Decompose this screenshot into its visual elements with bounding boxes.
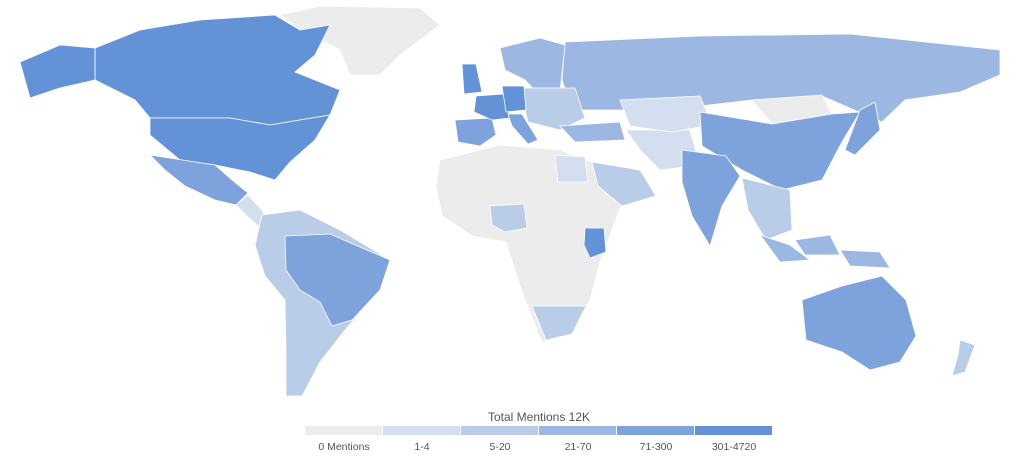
region-south-africa[interactable] — [531, 305, 587, 341]
legend-labels: 0 Mentions 1-4 5-20 21-70 71-300 301-4720 — [305, 441, 773, 453]
legend-swatch — [695, 426, 773, 435]
world-map — [19, 5, 1001, 397]
region-indonesia[interactable] — [758, 234, 891, 269]
legend-swatch — [461, 426, 539, 435]
legend-swatch — [305, 426, 383, 435]
legend-label: 0 Mentions — [318, 441, 370, 453]
region-kazakhstan[interactable] — [619, 95, 713, 133]
region-france[interactable] — [473, 93, 511, 121]
legend-color-bar — [305, 426, 773, 435]
region-kenya[interactable] — [583, 227, 607, 259]
legend: Total Mentions 12K 0 Mentions 1-4 5-20 21-7… — [305, 410, 773, 453]
region-japan[interactable] — [844, 101, 881, 156]
legend-label: 1-4 — [414, 441, 430, 453]
region-spain[interactable] — [454, 117, 497, 147]
region-turkey[interactable] — [559, 121, 626, 143]
legend-label: 21-70 — [564, 441, 592, 453]
legend-label: 5-20 — [489, 441, 511, 453]
region-canada[interactable] — [94, 14, 341, 126]
legend-swatch — [383, 426, 461, 435]
legend-title: Total Mentions 12K — [487, 410, 591, 424]
region-saudi-arabia[interactable] — [591, 161, 657, 207]
region-eastern-europe[interactable] — [519, 87, 586, 131]
region-germany[interactable] — [501, 85, 527, 113]
region-brazil[interactable] — [284, 233, 391, 327]
legend-swatch — [539, 426, 617, 435]
legend-label: 301-4720 — [711, 441, 757, 453]
legend-swatch — [617, 426, 695, 435]
region-egypt[interactable] — [554, 154, 589, 183]
region-italy[interactable] — [507, 113, 539, 145]
region-southeast-asia[interactable] — [741, 177, 793, 241]
region-australia[interactable] — [801, 275, 917, 371]
region-united-kingdom[interactable] — [461, 63, 483, 95]
legend-label: 71-300 — [639, 441, 673, 453]
region-nigeria[interactable] — [489, 203, 528, 233]
region-india[interactable] — [681, 149, 741, 247]
region-new-zealand[interactable] — [951, 339, 976, 377]
